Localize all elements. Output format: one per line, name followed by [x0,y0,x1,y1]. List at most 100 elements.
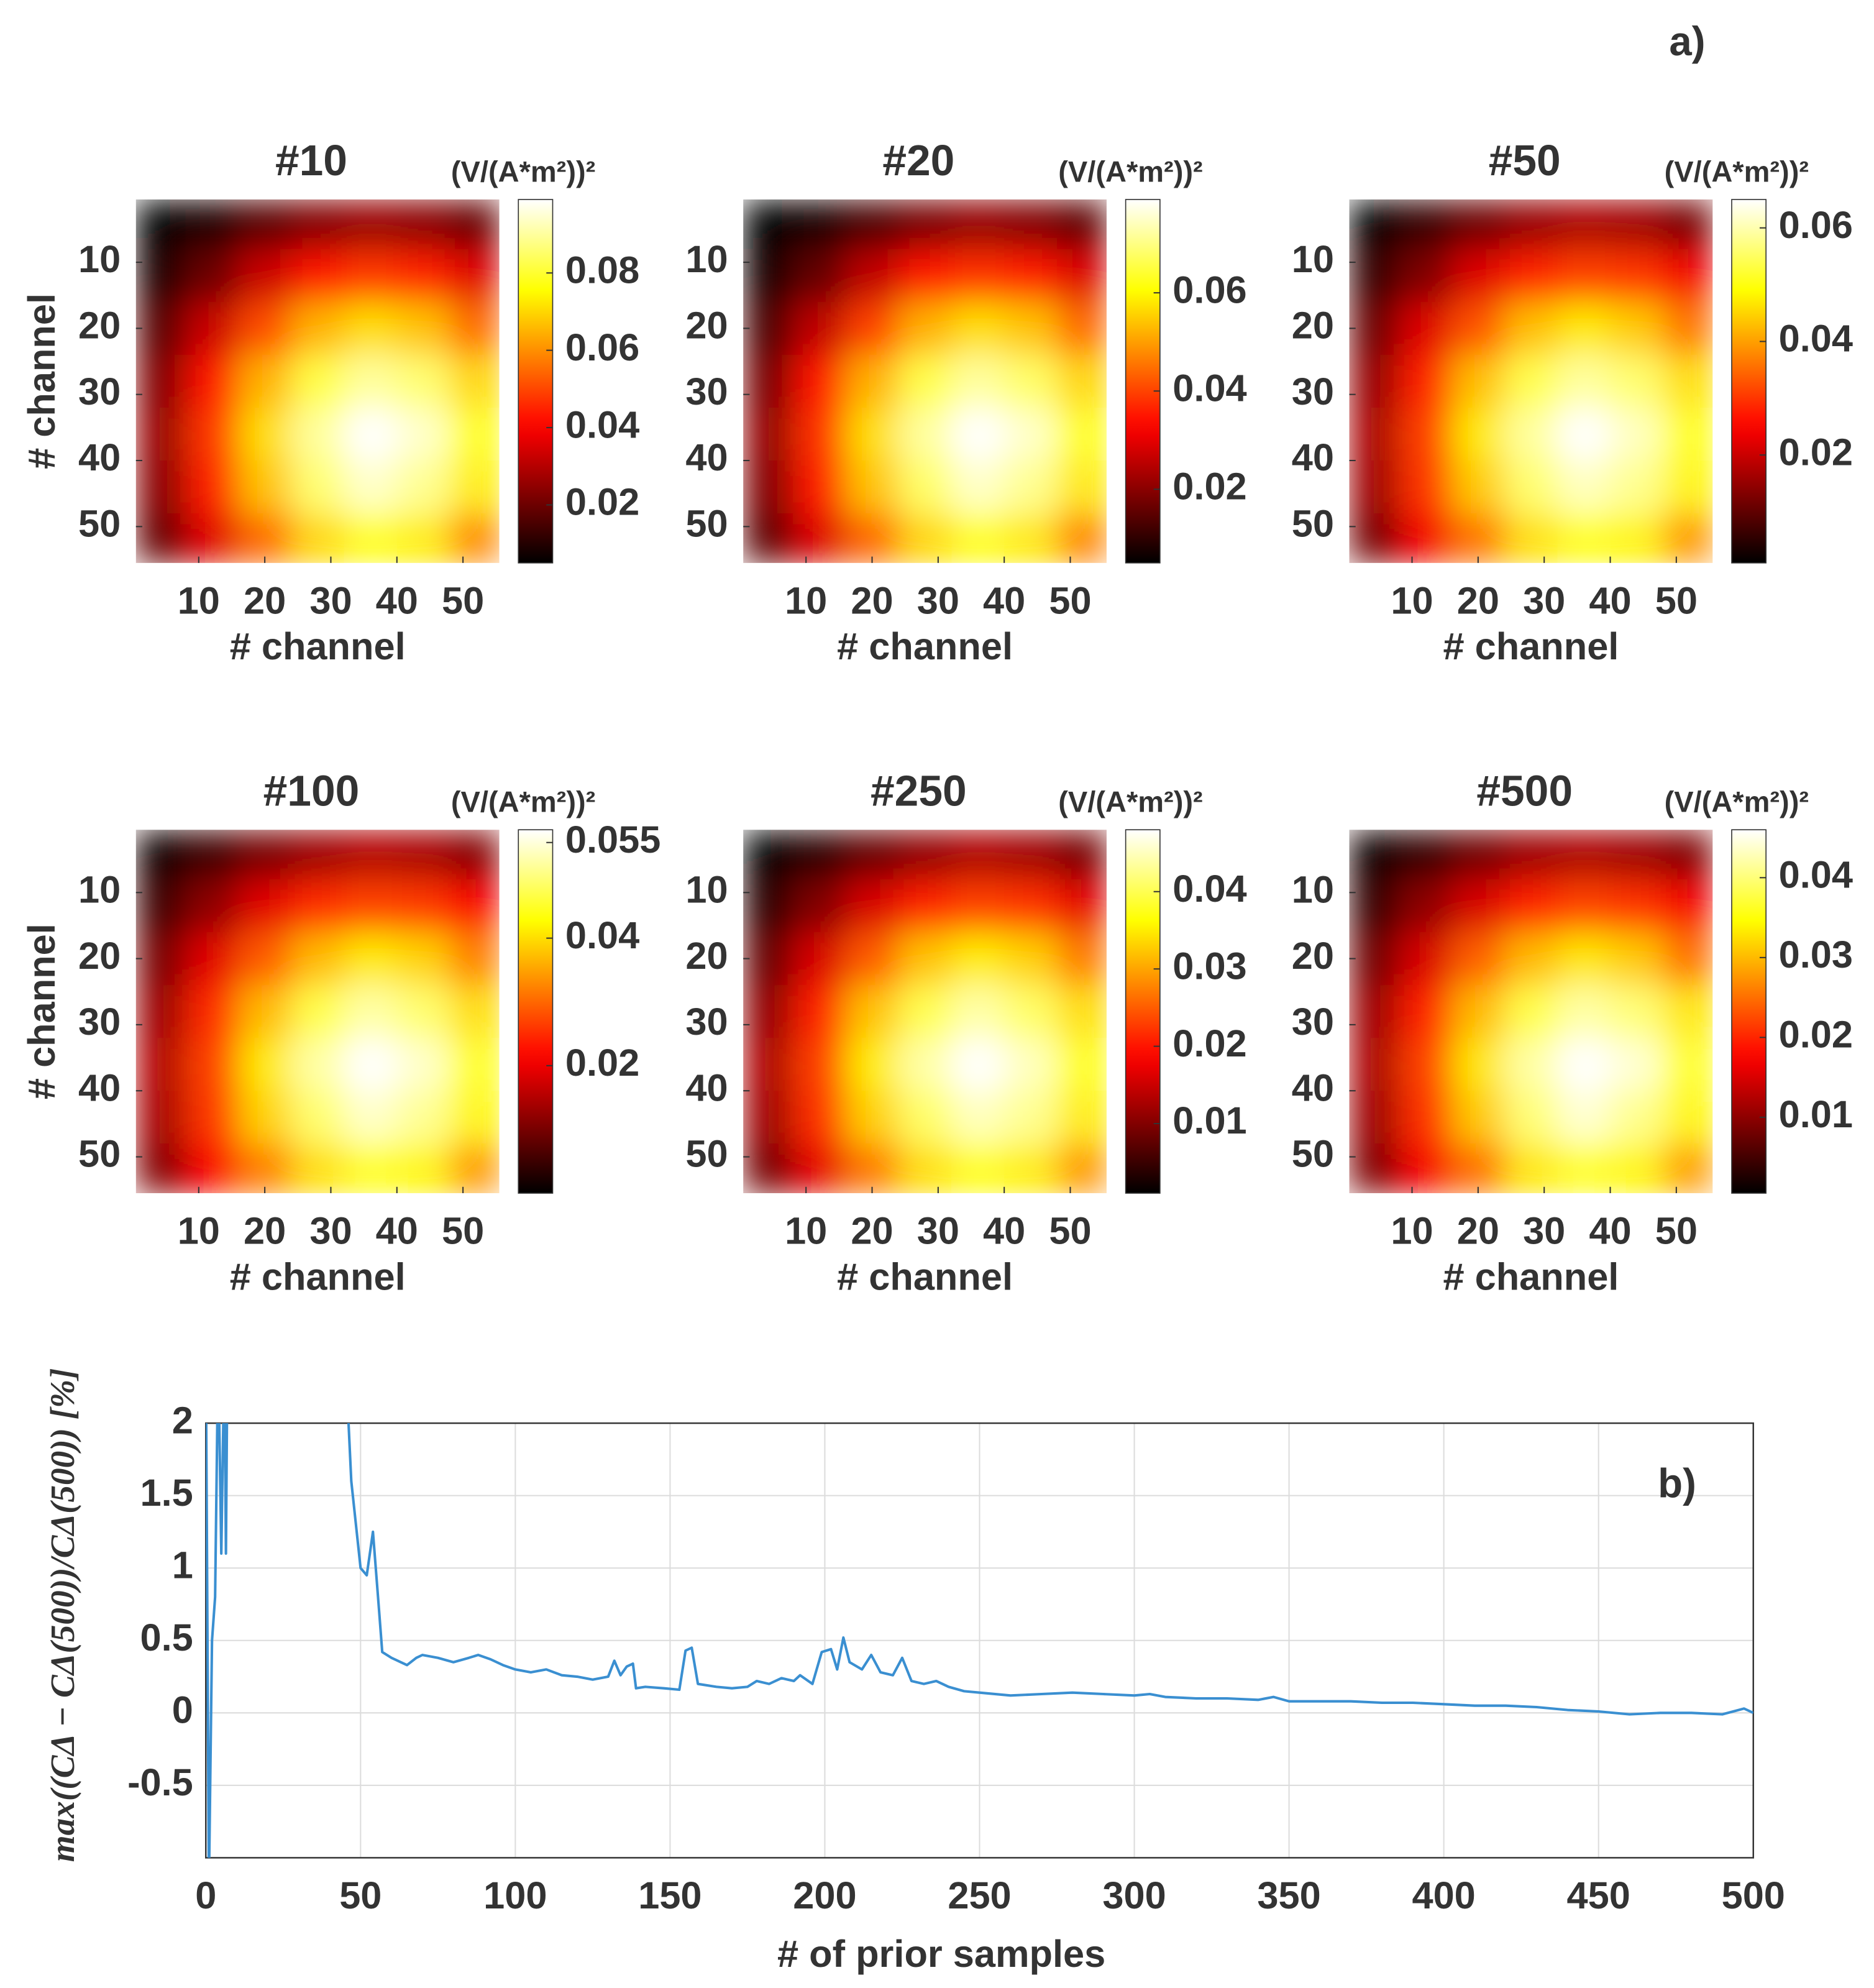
heatmap-cell [845,249,900,303]
x-tick-label: 20 [1457,1209,1499,1252]
heatmap-cell [898,932,953,986]
heatmap-cell [743,249,794,303]
y-tick-label: 1 [172,1543,193,1586]
heatmap-cell [291,1038,345,1092]
x-tick-label: 50 [442,579,484,621]
heatmap-cell [743,460,794,515]
y-tick-label: 50 [685,502,728,545]
heatmap-cell [1610,1091,1664,1145]
heatmap-cell [449,249,500,303]
heatmap-cell [743,1091,794,1145]
heatmap-cell [1451,199,1506,250]
colorbar-tick-label: 0.04 [1779,853,1853,896]
y-tick-label: 20 [685,934,728,977]
heatmap-cell [1557,249,1611,303]
heatmap-cell [1399,1091,1453,1145]
colorbar [1731,829,1767,1194]
heatmap-cell [1663,199,1713,250]
heatmap-cell [1004,301,1058,356]
colorbar-tick-label: 0.04 [1172,867,1246,910]
heatmap-cells [743,830,1107,1194]
heatmap-cell [291,407,345,462]
x-tick-label: 50 [1049,1209,1091,1252]
heatmap-cell [898,1038,953,1092]
colorbar [518,199,554,564]
heatmap-cell [1451,354,1506,409]
heatmap-cell [1451,460,1506,515]
x-tick-label: 500 [1722,1874,1785,1917]
x-tick-label: 40 [983,1209,1025,1252]
colorbar-tick-label: 0.08 [565,248,639,291]
heatmap-cell [1504,985,1558,1039]
heatmap-cell [951,199,1005,250]
heatmap-cell [1610,301,1664,356]
heatmap-cell [135,830,186,881]
colorbar-label: (V/(A*m²))² [1665,155,1809,188]
heatmap-cell [1663,249,1713,303]
heatmap-cell [135,1091,186,1145]
heatmap-cell [1557,1143,1611,1194]
y-tick-label: 30 [685,1000,728,1043]
heatmap-cell [1004,513,1058,563]
heatmap-cell [135,879,186,933]
x-axis-label: # channel [1443,1255,1619,1298]
heatmap-cell [1663,830,1713,881]
heatmap-cell [1504,1143,1558,1194]
heatmap-cell [1057,932,1107,986]
x-tick-label: 30 [1523,1209,1565,1252]
heatmap-cell [792,301,847,356]
heatmap-cell [1004,879,1058,933]
heatmap-cell [135,354,186,409]
heatmap-cell [291,879,345,933]
y-axis-label: # channel [20,923,63,1099]
heatmap-cell [344,985,398,1039]
colorbar-tick-label: 0.01 [1779,1092,1853,1135]
heatmap-cell [1504,1091,1558,1145]
heatmap-cell [898,513,953,563]
y-tick-label: 50 [1292,502,1334,545]
colorbar-tick-label: 0.02 [1172,464,1246,507]
heatmap-cell [845,301,900,356]
y-axis-label: max((CΔ − CΔ(500))/CΔ(500)) [%] [43,1368,81,1862]
x-tick-label: 350 [1257,1874,1320,1917]
heatmap-cell [1663,354,1713,409]
heatmap-cell [792,354,847,409]
heatmap-cell [238,1038,292,1092]
heatmap-cell [185,1038,239,1092]
heatmap-cell [1451,249,1506,303]
y-tick-label: 1.5 [140,1471,193,1514]
colorbar-tick-label: 0.04 [565,914,639,956]
x-tick-label: 150 [638,1874,702,1917]
heatmap-cell [185,879,239,933]
colorbar-tick-label: 0.06 [1779,203,1853,246]
heatmap-cell [898,460,953,515]
heatmap-cell [238,407,292,462]
heatmap-cell [1399,354,1453,409]
heatmap-cell [396,1091,451,1145]
heatmap-cell [1349,985,1400,1039]
colorbar-tick-label: 0.02 [1779,1013,1853,1056]
y-axis-label: # channel [20,293,63,469]
heatmap-cell [792,407,847,462]
heatmap-cell [1004,985,1058,1039]
heatmap-cell [1504,354,1558,409]
heatmap-cell [1349,199,1400,250]
colorbar [1125,199,1161,564]
heatmap-cell [238,985,292,1039]
heatmap-cell [449,1143,500,1194]
y-tick-label: 30 [78,1000,121,1043]
heatmap-cell [344,1143,398,1194]
axes-frame [205,1422,1754,1859]
heatmap-cell [291,249,345,303]
colorbar-tick-label: 0.03 [1779,933,1853,976]
heatmap-cell [951,513,1005,563]
heatmap-cell [951,1143,1005,1194]
heatmap-cell [1057,354,1107,409]
heatmap-area [743,199,1107,563]
y-tick-label: 20 [78,934,121,977]
heatmap-cell [1399,513,1453,563]
heatmap-cell [1399,1038,1453,1092]
heatmap-cells [1349,830,1713,1194]
heatmap-cell [1557,985,1611,1039]
heatmap-cell [396,249,451,303]
